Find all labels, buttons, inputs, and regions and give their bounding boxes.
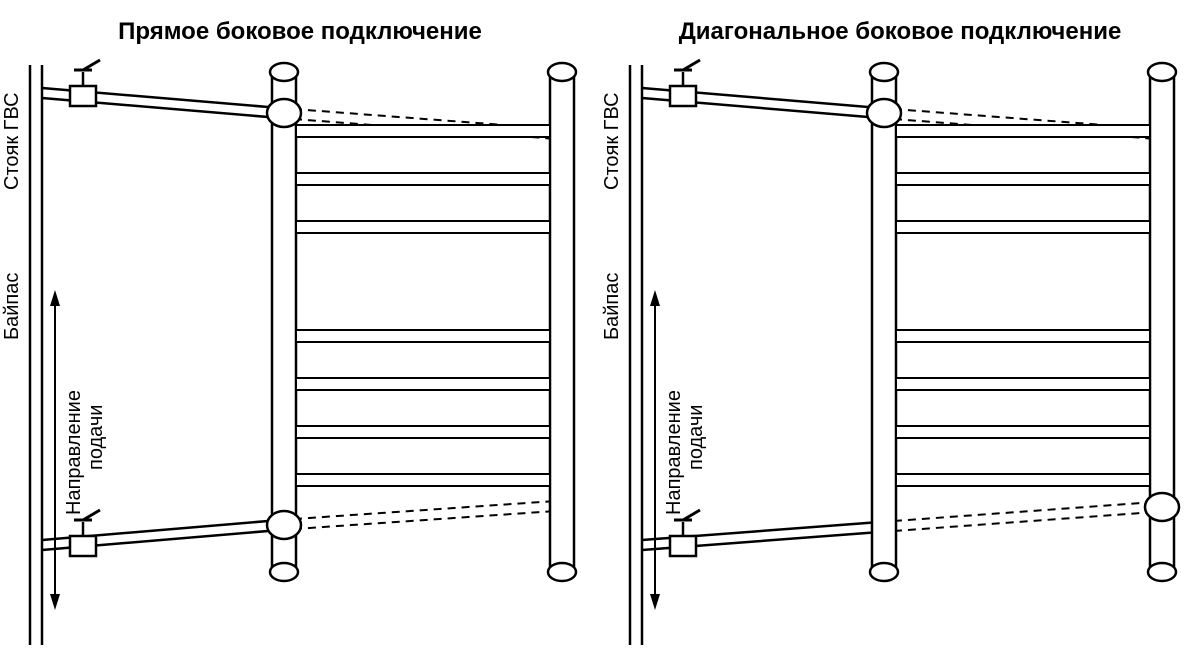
panel-diagonal-side: Диагональное боковое подключение [600,0,1200,665]
bottom-valve-icon [670,510,700,556]
title-right: Диагональное боковое подключение [600,18,1200,46]
radiator-rungs [896,125,1150,486]
flow-arrow-icon [650,290,660,610]
bottom-valve-icon [70,510,100,556]
label-riser: Стояк ГВС [1,92,23,190]
top-valve-icon [70,60,100,106]
bottom-branch [42,500,570,550]
label-flow-1: Направление [663,390,685,515]
label-flow-2: подачи [685,405,707,470]
riser-pipe [630,65,642,645]
bottom-branch [642,502,1155,550]
label-bypass: Байпас [601,273,623,340]
towel-radiator [267,63,576,581]
label-flow-2: подачи [85,405,107,470]
diagram-right: Стояк ГВС Байпас Направление подачи [600,0,1200,665]
radiator-rungs [296,125,550,486]
panel-direct-side: Прямое боковое подключение [0,0,600,665]
label-riser: Стояк ГВС [601,92,623,190]
page: Прямое боковое подключение [0,0,1200,665]
riser-pipe [30,65,42,645]
top-valve-icon [670,60,700,106]
diagram-left: Стояк ГВС Байпас Направление подачи [0,0,600,665]
label-flow-1: Направление [63,390,85,515]
title-left: Прямое боковое подключение [0,18,600,46]
label-bypass: Байпас [1,273,23,340]
flow-arrow-icon [50,290,60,610]
